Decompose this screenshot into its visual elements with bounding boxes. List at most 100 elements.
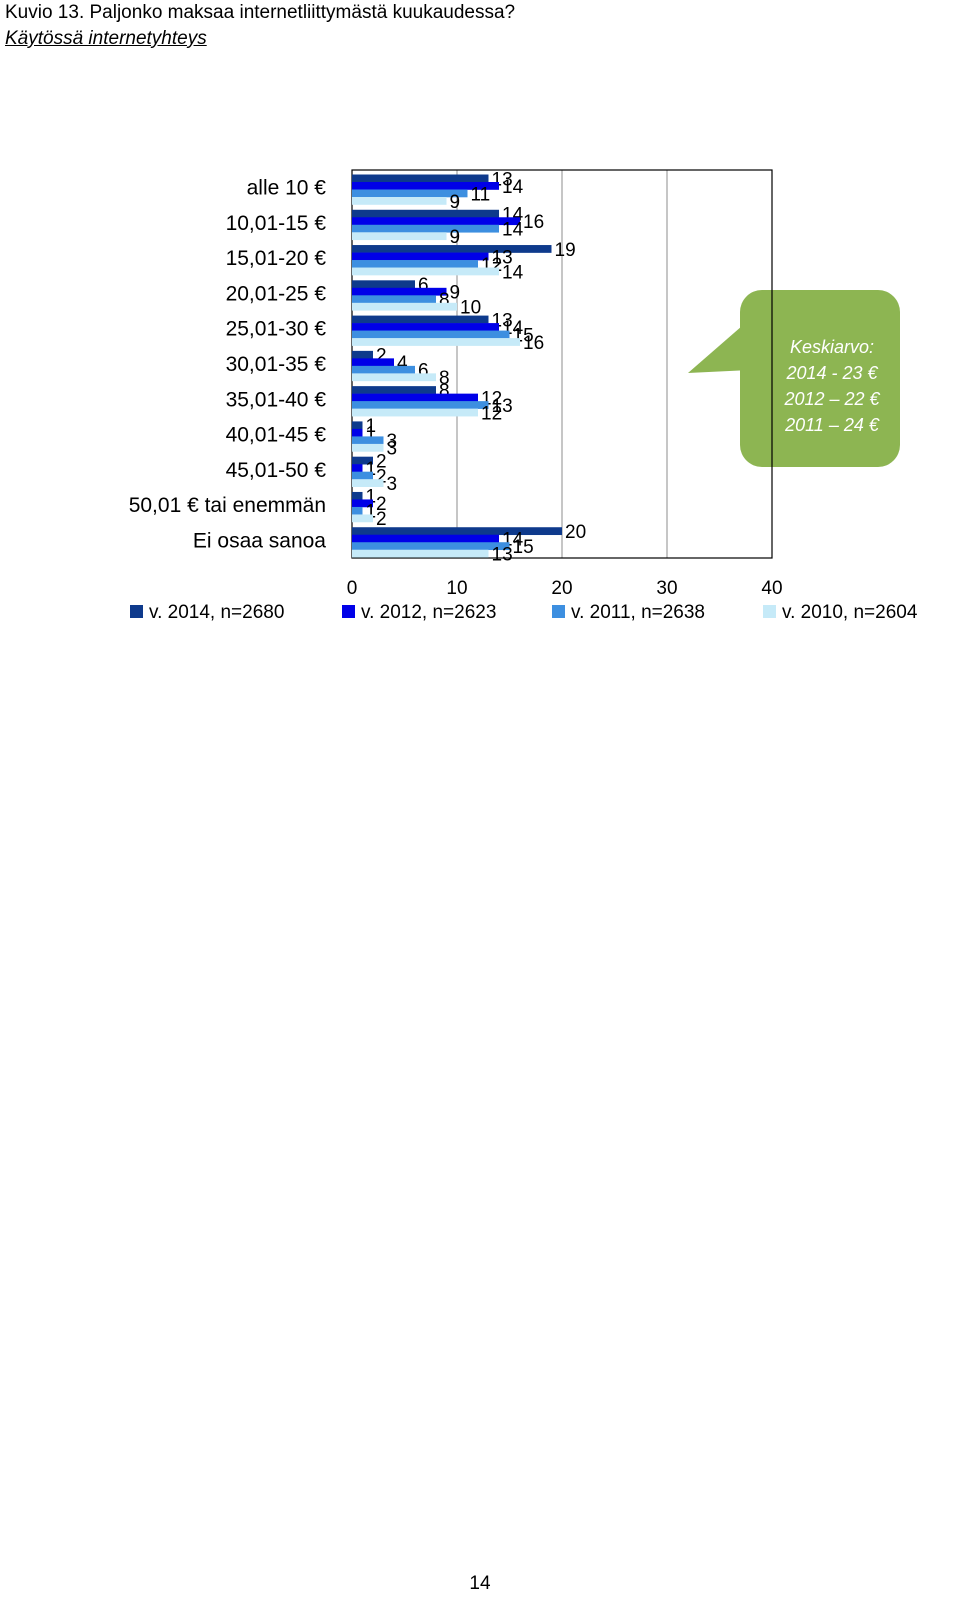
bar — [352, 260, 478, 268]
bar — [352, 232, 447, 241]
legend-swatch — [130, 605, 143, 618]
category-label: 30,01-35 € — [226, 353, 327, 376]
data-label: 3 — [387, 439, 398, 460]
data-label: 1 — [366, 416, 377, 437]
data-label: 9 — [450, 283, 461, 304]
bar — [352, 527, 562, 536]
bar — [352, 506, 363, 515]
category-label: alle 10 € — [247, 177, 327, 200]
data-label: 13 — [492, 396, 513, 417]
legend-swatch — [342, 605, 355, 618]
data-label: 14 — [502, 220, 524, 241]
bar — [352, 365, 415, 374]
data-label: 2 — [376, 494, 387, 515]
bar — [352, 408, 478, 417]
data-label: 9 — [450, 227, 461, 248]
data-label: 12 — [481, 403, 502, 424]
data-label: 13 — [492, 247, 513, 268]
average-callout: Keskiarvo: 2014 - 23 € 2012 – 22 € 2011 … — [752, 334, 912, 438]
bar — [352, 350, 373, 359]
data-label: 2 — [376, 466, 387, 487]
bar — [352, 182, 499, 190]
legend-label: v. 2011, n=2638 — [571, 602, 705, 623]
bar — [352, 189, 468, 198]
legend-swatch — [552, 605, 565, 618]
data-label: 20 — [565, 522, 586, 543]
page-number: 14 — [469, 1573, 491, 1594]
bar — [352, 267, 499, 276]
bar — [352, 295, 436, 304]
x-tick-label: 40 — [761, 578, 782, 599]
data-label: 14 — [502, 262, 524, 283]
data-label: 1 — [366, 487, 377, 508]
data-label: 4 — [397, 353, 408, 374]
category-label: 10,01-15 € — [226, 212, 327, 235]
bar-chart: alle 10 € 10,01-15 € 15,01-20 € 20,01-25 € 2… — [129, 169, 918, 623]
data-label: 8 — [439, 290, 450, 311]
bar — [352, 224, 499, 233]
data-label: 10 — [460, 298, 481, 319]
legend-label: v. 2014, n=2680 — [149, 602, 284, 623]
bar — [352, 217, 520, 226]
data-label: 2 — [376, 346, 387, 367]
data-label: 13 — [492, 544, 513, 565]
data-label: 3 — [387, 474, 398, 495]
callout-line-2011: 2011 – 24 € — [785, 415, 879, 435]
x-tick-label: 30 — [656, 578, 677, 599]
data-label: 14 — [502, 177, 524, 198]
data-label: 19 — [555, 240, 576, 261]
category-label: 25,01-30 € — [226, 318, 327, 341]
data-label: 1 — [366, 502, 377, 523]
data-label: 15 — [513, 537, 534, 558]
data-label: 8 — [439, 381, 450, 402]
category-label: Ei osaa sanoa — [193, 529, 326, 552]
bar — [352, 287, 447, 296]
bar — [352, 534, 499, 543]
callout-heading: Keskiarvo: — [789, 337, 875, 357]
data-label: 9 — [450, 192, 461, 213]
legend-label: v. 2012, n=2623 — [361, 602, 496, 623]
bar — [352, 479, 384, 487]
bar — [352, 252, 489, 261]
bar — [352, 549, 489, 558]
legend-label: v. 2010, n=2604 — [782, 602, 918, 623]
data-label: 6 — [418, 275, 429, 296]
data-label: 16 — [523, 333, 544, 354]
bar — [352, 315, 489, 324]
callout-line-2012: 2012 – 22 € — [784, 389, 880, 409]
bar — [352, 386, 436, 394]
bar — [352, 499, 373, 508]
bar — [352, 514, 373, 523]
data-label: 16 — [523, 212, 544, 233]
bar — [352, 491, 363, 500]
data-label: 1 — [366, 424, 377, 445]
bar — [352, 209, 499, 218]
bar — [352, 280, 415, 289]
bar — [352, 197, 447, 205]
callout-box — [740, 290, 900, 467]
bar — [352, 373, 436, 382]
bar — [352, 401, 489, 409]
data-label: 2 — [376, 451, 387, 472]
data-label: 3 — [387, 431, 398, 452]
data-label: 2 — [376, 509, 387, 530]
bar — [352, 421, 363, 430]
bar — [352, 245, 552, 253]
category-label: 20,01-25 € — [226, 282, 327, 305]
category-label: 50,01 € tai enemmän — [129, 494, 326, 517]
bar — [352, 323, 499, 331]
bar — [352, 174, 489, 183]
bar — [352, 542, 510, 551]
callout-line-2014: 2014 - 23 € — [786, 363, 878, 383]
bar — [352, 456, 373, 465]
chart-title: Kuvio 13. Paljonko maksaa internetliitty… — [5, 2, 516, 23]
bar — [352, 330, 510, 339]
bar — [352, 338, 520, 346]
chart-subtitle: Käytössä internetyhteys — [5, 28, 207, 49]
bar — [352, 393, 478, 402]
x-tick-label: 20 — [551, 578, 572, 599]
x-tick-label: 0 — [347, 578, 358, 599]
data-label: 6 — [418, 361, 429, 382]
x-tick-label: 10 — [446, 578, 467, 599]
bar — [352, 443, 384, 452]
